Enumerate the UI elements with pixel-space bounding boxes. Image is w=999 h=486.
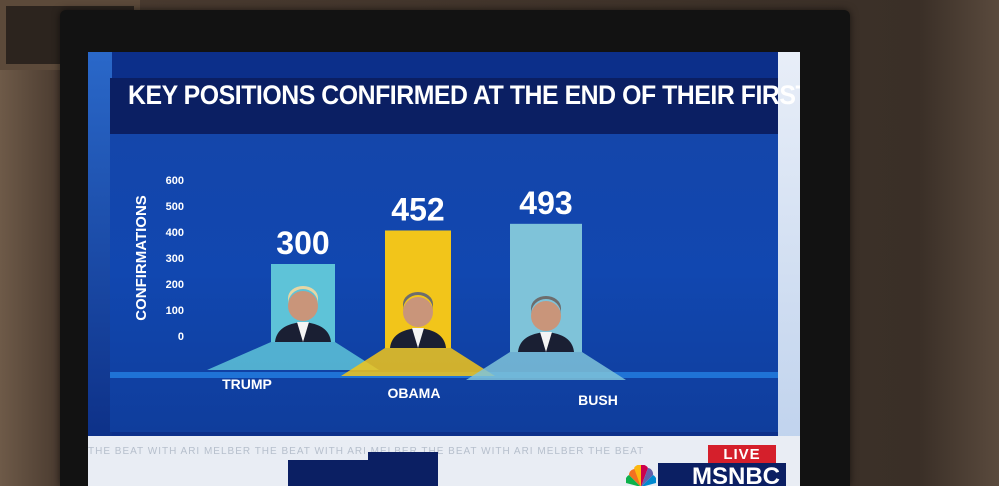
category-label-bush: BUSH xyxy=(578,392,618,408)
bar-base-trump xyxy=(207,342,379,370)
portrait-obama-icon xyxy=(390,292,446,348)
peacock-logo-icon xyxy=(626,465,656,486)
category-label-trump: TRUMP xyxy=(222,376,272,392)
y-tick-label: 600 xyxy=(166,175,184,187)
ticker-text: THE BEAT WITH ARI MELBER THE BEAT WITH A… xyxy=(88,446,645,457)
ticker-block xyxy=(368,452,438,468)
value-label-obama: 452 xyxy=(391,191,444,227)
bar-base-bush xyxy=(466,352,626,380)
title-bar xyxy=(110,78,778,134)
screen-left-edge xyxy=(88,52,112,486)
network-logo: MSNBC xyxy=(658,463,786,486)
y-tick-label: 200 xyxy=(166,279,184,291)
y-tick-label: 300 xyxy=(166,253,184,265)
y-tick-label: 400 xyxy=(166,227,184,239)
portrait-trump-icon xyxy=(275,286,331,342)
value-label-bush: 493 xyxy=(519,185,572,221)
portrait-bush-icon xyxy=(518,296,574,352)
live-badge: LIVE xyxy=(708,445,776,465)
tv-screen: KEY POSITIONS CONFIRMED AT THE END OF TH… xyxy=(88,52,800,486)
y-axis-label: CONFIRMATIONS xyxy=(133,195,150,321)
category-label-obama: OBAMA xyxy=(388,385,441,401)
y-tick-label: 0 xyxy=(178,331,184,343)
bar-chart: CONFIRMATIONS 0 100 200 300 400 500 600 300 TRUMP… xyxy=(133,175,626,408)
y-tick-label: 500 xyxy=(166,201,184,213)
y-tick-label: 100 xyxy=(166,305,184,317)
bar-base-obama xyxy=(341,348,495,376)
value-label-trump: 300 xyxy=(276,225,329,261)
chart-title: KEY POSITIONS CONFIRMED AT THE END OF TH… xyxy=(128,80,800,110)
screen-right-edge xyxy=(778,52,800,486)
